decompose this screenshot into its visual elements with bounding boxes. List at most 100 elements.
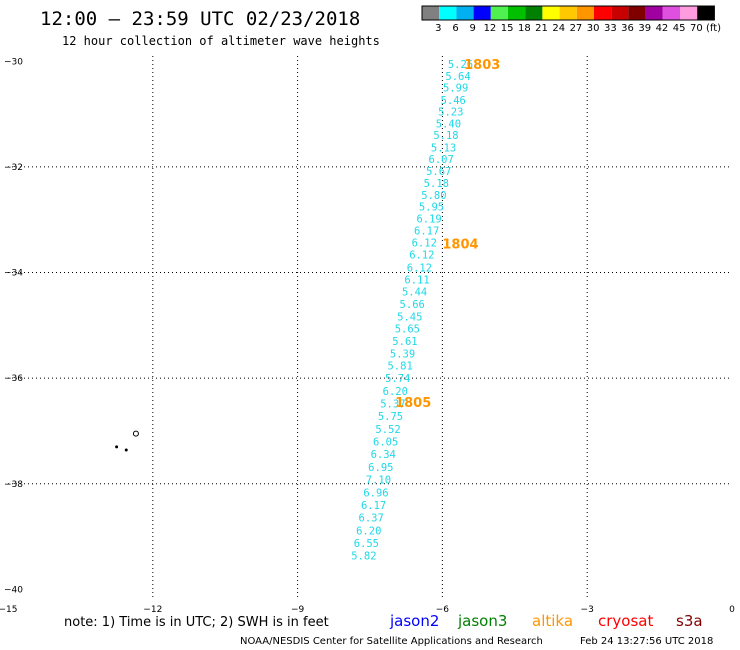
swh-value: 6.17 bbox=[414, 225, 439, 237]
time-label: 1803 bbox=[464, 58, 500, 73]
swh-value: 5.82 bbox=[351, 551, 376, 563]
footer-note: note: 1) Time is in UTC; 2) SWH is in fe… bbox=[64, 615, 329, 630]
swh-value: 5.40 bbox=[436, 119, 461, 131]
colorbar-swatch bbox=[576, 6, 594, 20]
swh-observations: 5.265.645.995.465.235.405.185.136.075.67… bbox=[351, 59, 473, 563]
colorbar-swatch bbox=[422, 6, 440, 20]
colorbar-frame bbox=[421, 5, 715, 21]
y-tick-label: −30 bbox=[4, 57, 23, 67]
colorbar-swatch bbox=[439, 6, 457, 20]
land-features bbox=[115, 430, 139, 452]
swh-value: 5.99 bbox=[443, 83, 468, 95]
swh-value: 5.61 bbox=[392, 336, 417, 348]
swh-value: 5.45 bbox=[397, 311, 422, 323]
swh-value: 6.12 bbox=[407, 262, 432, 274]
x-tick-label: −12 bbox=[143, 605, 162, 615]
footer-timestamp: Feb 24 13:27:56 UTC 2018 bbox=[580, 636, 713, 647]
y-tick-label: −40 bbox=[4, 585, 23, 595]
swh-value: 6.05 bbox=[373, 437, 398, 449]
swh-value: 5.26 bbox=[448, 59, 473, 71]
swh-value: 6.37 bbox=[359, 513, 384, 525]
swh-value: 5.67 bbox=[426, 166, 451, 178]
colorbar-swatch bbox=[611, 6, 629, 20]
colorbar-label: 45 bbox=[673, 23, 686, 34]
satellite-legend-altika: altika bbox=[532, 612, 573, 630]
colorbar-swatch bbox=[697, 6, 715, 20]
swh-value: 5.52 bbox=[375, 424, 400, 436]
chart-subtitle: 12 hour collection of altimeter wave hei… bbox=[62, 34, 380, 48]
colorbar-label: 24 bbox=[552, 23, 565, 34]
time-label: 1805 bbox=[395, 396, 431, 411]
x-tick-label: −15 bbox=[0, 605, 18, 615]
colorbar-swatch bbox=[594, 6, 612, 20]
y-axis-ticks: −30 −32 −34 −36 −38 −40 bbox=[4, 57, 23, 595]
swh-value: 6.55 bbox=[354, 538, 379, 550]
swh-value: 5.81 bbox=[387, 360, 412, 372]
colorbar-swatch bbox=[645, 6, 663, 20]
swh-value: 5.95 bbox=[419, 202, 444, 214]
y-tick-label: −38 bbox=[4, 480, 23, 490]
plot-area: 5.265.645.995.465.235.405.185.136.075.67… bbox=[8, 56, 732, 600]
swh-value: 6.96 bbox=[363, 487, 388, 499]
x-tick-label: 0 bbox=[729, 605, 735, 615]
swh-value: 6.20 bbox=[356, 525, 381, 537]
x-tick-label: −9 bbox=[291, 605, 305, 615]
colorbar-label: (ft) bbox=[706, 23, 721, 34]
swh-value: 6.12 bbox=[412, 237, 437, 249]
swh-value: 7.10 bbox=[366, 475, 391, 487]
swh-value: 5.44 bbox=[402, 287, 427, 299]
grid-lines bbox=[8, 56, 732, 600]
colorbar-label: 70 bbox=[690, 23, 703, 34]
chart-title: 12:00 – 23:59 UTC 02/23/2018 bbox=[40, 8, 360, 30]
swh-value: 5.74 bbox=[385, 373, 410, 385]
swh-value: 6.12 bbox=[409, 250, 434, 262]
colorbar-label: 6 bbox=[452, 23, 458, 34]
swh-value: 6.34 bbox=[371, 449, 396, 461]
wave-height-colorbar: 3 6 9 12 15 18 21 24 27 30 33 36 39 42 45 70 (ft) bbox=[421, 5, 721, 34]
time-label: 1804 bbox=[442, 237, 478, 252]
swh-value: 6.20 bbox=[383, 386, 408, 398]
swh-value: 6.19 bbox=[416, 214, 441, 226]
satellite-legend: jason2 jason3 altika cryosat s3a bbox=[389, 612, 703, 630]
colorbar-label: 27 bbox=[570, 23, 583, 34]
swh-value: 5.46 bbox=[441, 95, 466, 107]
swh-value: 5.64 bbox=[445, 71, 470, 83]
swh-value: 5.18 bbox=[433, 130, 458, 142]
colorbar-swatch bbox=[508, 6, 526, 20]
island-mark bbox=[115, 445, 119, 449]
satellite-legend-cryosat: cryosat bbox=[598, 612, 653, 630]
colorbar-swatch bbox=[559, 6, 577, 20]
swh-value: 6.07 bbox=[429, 154, 454, 166]
swh-value: 5.75 bbox=[378, 411, 403, 423]
swh-value: 6.95 bbox=[368, 462, 393, 474]
satellite-legend-jason2: jason2 bbox=[389, 612, 439, 630]
colorbar-label: 36 bbox=[621, 23, 634, 34]
island-mark bbox=[124, 448, 128, 452]
colorbar-label: 30 bbox=[587, 23, 600, 34]
colorbar-swatch bbox=[456, 6, 474, 20]
colorbar-swatch bbox=[490, 6, 508, 20]
y-tick-label: −32 bbox=[4, 163, 23, 173]
colorbar-swatch bbox=[628, 6, 646, 20]
satellite-legend-jason3: jason3 bbox=[457, 612, 507, 630]
colorbar-swatch bbox=[662, 6, 680, 20]
colorbar-swatch bbox=[680, 6, 698, 20]
swh-value: 5.66 bbox=[400, 299, 425, 311]
swh-value: 6.11 bbox=[404, 274, 429, 286]
swh-value: 5.13 bbox=[431, 142, 456, 154]
swh-value: 5.18 bbox=[424, 178, 449, 190]
swh-value: 5.80 bbox=[421, 190, 446, 202]
time-labels: 1803 1804 1805 bbox=[395, 58, 500, 411]
colorbar-label: 21 bbox=[535, 23, 548, 34]
colorbar-swatch bbox=[473, 6, 491, 20]
x-tick-label: −6 bbox=[436, 605, 450, 615]
island-mark bbox=[132, 430, 139, 437]
colorbar-label: 42 bbox=[656, 23, 669, 34]
y-tick-label: −36 bbox=[4, 374, 23, 384]
colorbar-label: 18 bbox=[518, 23, 531, 34]
colorbar-label: 15 bbox=[501, 23, 514, 34]
colorbar-swatch bbox=[542, 6, 560, 20]
colorbar-swatch bbox=[525, 6, 543, 20]
colorbar-label: 12 bbox=[484, 23, 497, 34]
swh-value: 5.37 bbox=[380, 399, 405, 411]
